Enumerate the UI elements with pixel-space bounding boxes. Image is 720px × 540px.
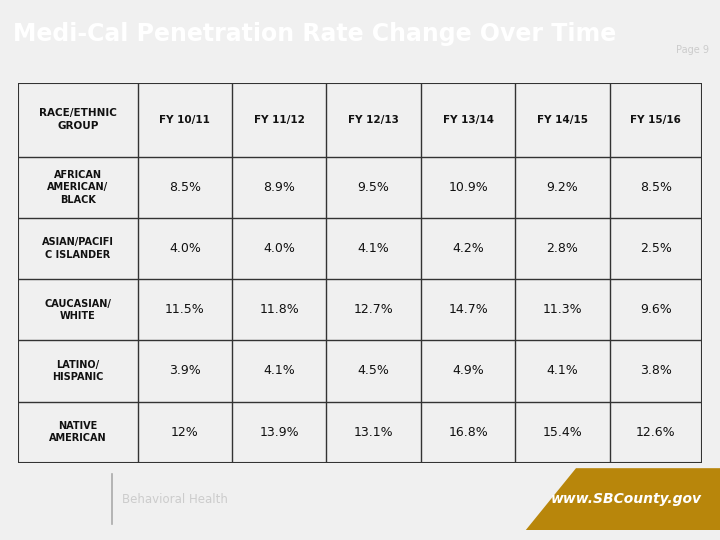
Text: 9.2%: 9.2% xyxy=(546,181,578,194)
Text: 4.5%: 4.5% xyxy=(358,364,390,377)
Text: FY 14/15: FY 14/15 xyxy=(537,114,588,125)
Text: 3.9%: 3.9% xyxy=(169,364,201,377)
Text: 13.9%: 13.9% xyxy=(259,426,299,438)
Text: 8.9%: 8.9% xyxy=(264,181,295,194)
Text: 12.7%: 12.7% xyxy=(354,303,394,316)
Text: 4.9%: 4.9% xyxy=(452,364,484,377)
Text: 9.5%: 9.5% xyxy=(358,181,390,194)
Text: Page 9: Page 9 xyxy=(676,45,709,56)
Text: Medi-Cal Penetration Rate Change Over Time: Medi-Cal Penetration Rate Change Over Ti… xyxy=(13,22,616,46)
Text: 4.0%: 4.0% xyxy=(264,242,295,255)
Text: FY 13/14: FY 13/14 xyxy=(443,114,494,125)
Text: 13.1%: 13.1% xyxy=(354,426,394,438)
Text: 11.3%: 11.3% xyxy=(543,303,582,316)
Text: LATINO/
HISPANIC: LATINO/ HISPANIC xyxy=(52,360,104,382)
Text: FY 10/11: FY 10/11 xyxy=(159,114,210,125)
Text: 2.5%: 2.5% xyxy=(640,242,672,255)
Text: 9.6%: 9.6% xyxy=(640,303,672,316)
Text: 16.8%: 16.8% xyxy=(448,426,488,438)
Text: FY 11/12: FY 11/12 xyxy=(254,114,305,125)
Text: 14.7%: 14.7% xyxy=(448,303,488,316)
Polygon shape xyxy=(526,468,720,530)
Text: CAUCASIAN/
WHITE: CAUCASIAN/ WHITE xyxy=(45,299,112,321)
Text: 12.6%: 12.6% xyxy=(636,426,675,438)
Text: www.SBCounty.gov: www.SBCounty.gov xyxy=(551,492,702,506)
Text: 4.1%: 4.1% xyxy=(358,242,390,255)
Text: 4.2%: 4.2% xyxy=(452,242,484,255)
Text: 4.1%: 4.1% xyxy=(546,364,578,377)
Text: 12%: 12% xyxy=(171,426,199,438)
Text: 4.1%: 4.1% xyxy=(264,364,295,377)
Text: 11.5%: 11.5% xyxy=(165,303,204,316)
Text: ASIAN/PACIFI
C ISLANDER: ASIAN/PACIFI C ISLANDER xyxy=(42,238,114,260)
Text: 10.9%: 10.9% xyxy=(448,181,488,194)
Text: 15.4%: 15.4% xyxy=(543,426,582,438)
Text: Behavioral Health: Behavioral Health xyxy=(122,492,228,506)
Text: 2.8%: 2.8% xyxy=(546,242,578,255)
Text: RACE/ETHNIC
GROUP: RACE/ETHNIC GROUP xyxy=(39,109,117,131)
Text: AFRICAN
AMERICAN/
BLACK: AFRICAN AMERICAN/ BLACK xyxy=(48,170,109,205)
Text: 8.5%: 8.5% xyxy=(169,181,201,194)
Text: FY 12/13: FY 12/13 xyxy=(348,114,399,125)
Text: NATIVE
AMERICAN: NATIVE AMERICAN xyxy=(49,421,107,443)
Text: 3.8%: 3.8% xyxy=(640,364,672,377)
Text: 8.5%: 8.5% xyxy=(640,181,672,194)
Text: 11.8%: 11.8% xyxy=(259,303,300,316)
Text: 4.0%: 4.0% xyxy=(169,242,201,255)
Text: FY 15/16: FY 15/16 xyxy=(631,114,681,125)
